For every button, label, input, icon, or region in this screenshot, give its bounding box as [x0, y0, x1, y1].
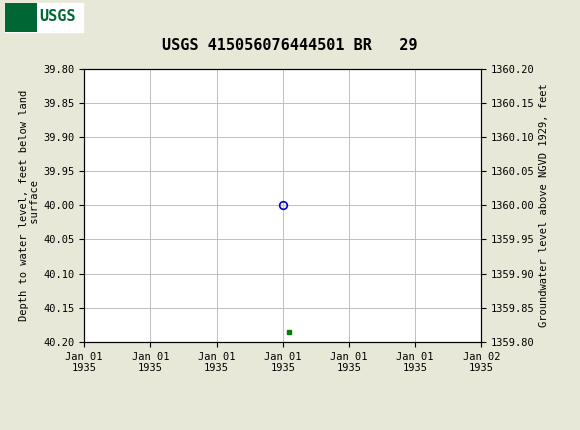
Y-axis label: Depth to water level, feet below land
 surface: Depth to water level, feet below land su… — [19, 90, 41, 321]
Text: USGS 415056076444501 BR   29: USGS 415056076444501 BR 29 — [162, 38, 418, 52]
FancyBboxPatch shape — [5, 3, 83, 32]
Y-axis label: Groundwater level above NGVD 1929, feet: Groundwater level above NGVD 1929, feet — [539, 83, 549, 327]
FancyBboxPatch shape — [5, 3, 37, 32]
Text: USGS: USGS — [39, 9, 76, 25]
